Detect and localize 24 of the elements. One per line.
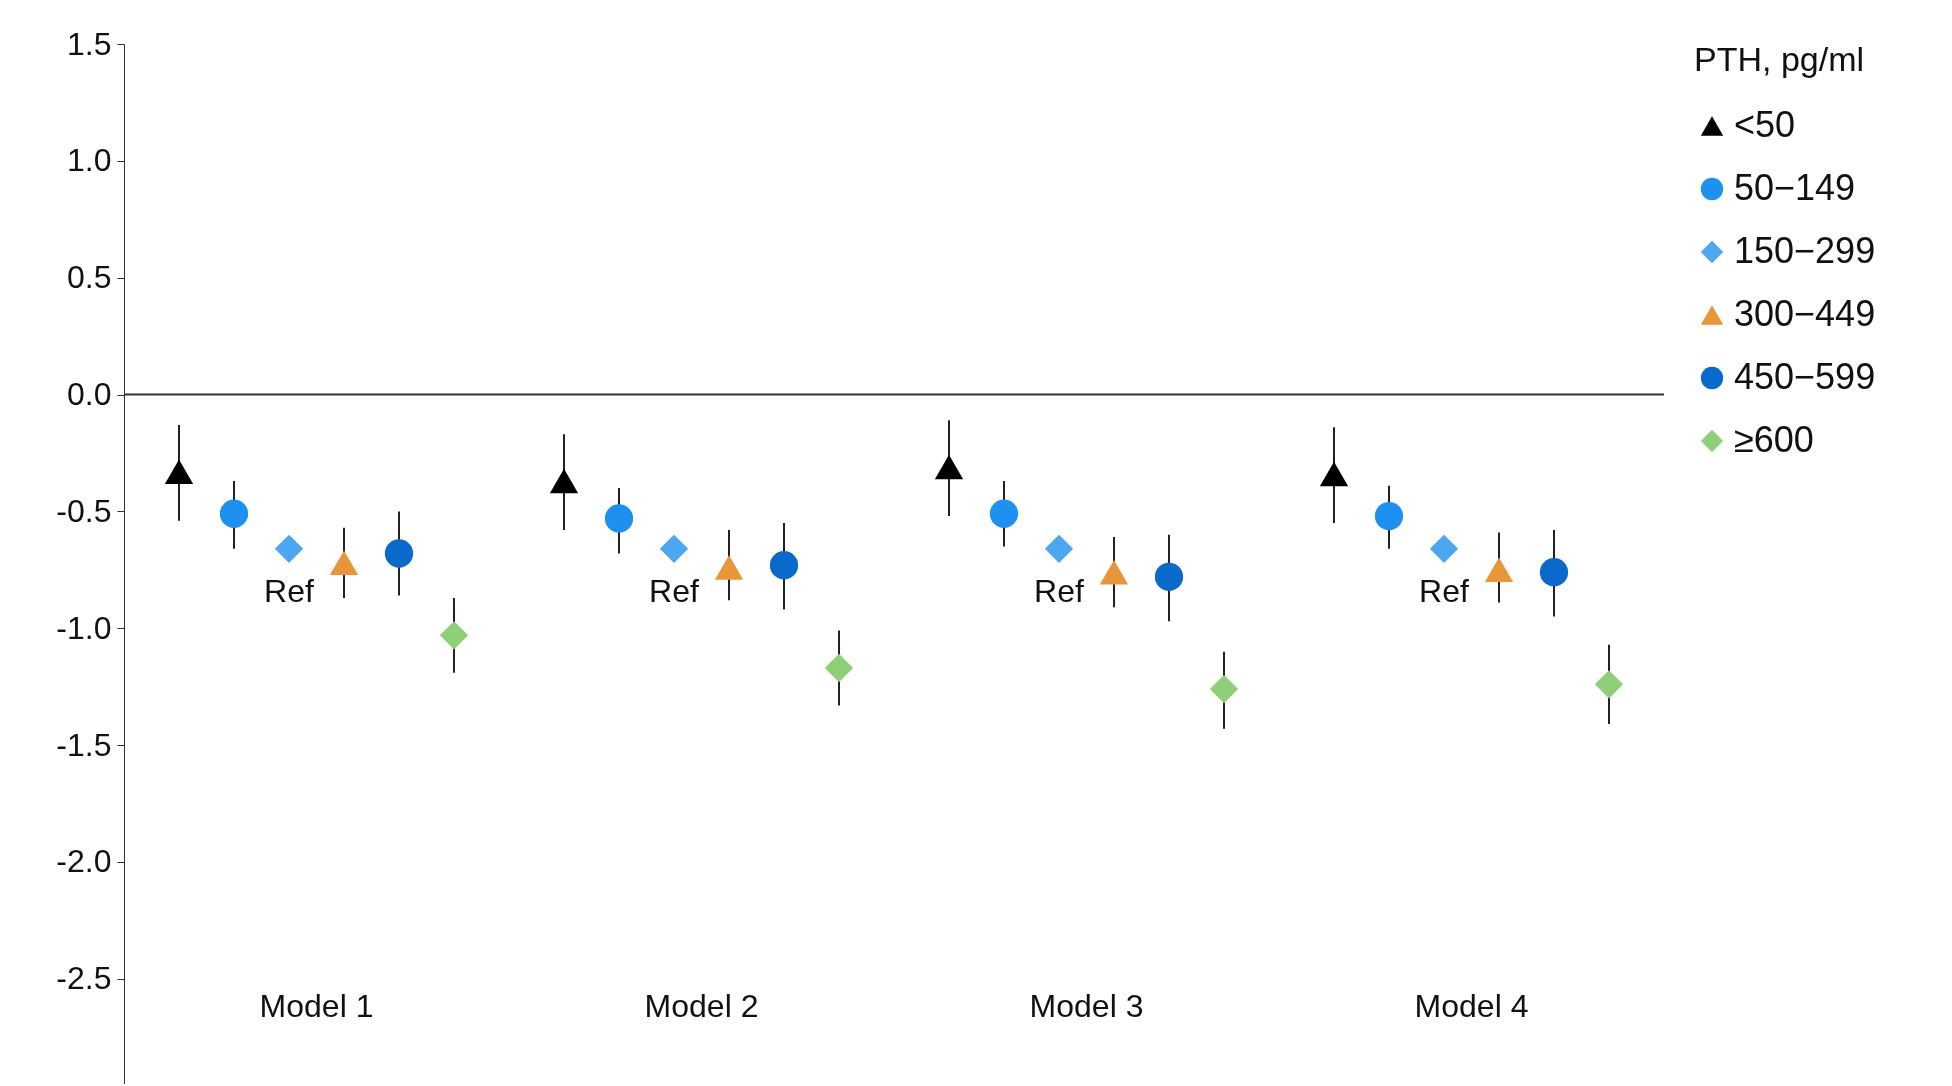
legend-label: 50−149 bbox=[1734, 167, 1856, 208]
y-tick-label: -2.5 bbox=[56, 960, 112, 997]
y-tick-label: -1.0 bbox=[56, 609, 112, 646]
x-tick-label: Model 3 bbox=[1029, 987, 1144, 1024]
legend-label: <50 bbox=[1734, 104, 1796, 145]
legend-label: ≥600 bbox=[1734, 419, 1814, 460]
annotation: Ref bbox=[1034, 572, 1085, 609]
y-tick-label: 1.5 bbox=[67, 25, 112, 62]
legend-label: 300−449 bbox=[1734, 293, 1876, 334]
y-tick-label: 1.0 bbox=[67, 142, 112, 179]
annotation: Ref bbox=[1419, 572, 1470, 609]
y-tick-label: -2.0 bbox=[56, 843, 112, 880]
legend-label: 450−599 bbox=[1734, 356, 1876, 397]
x-tick-label: Model 4 bbox=[1414, 987, 1529, 1024]
y-tick-label: -1.5 bbox=[56, 726, 112, 763]
y-tick-label: -0.5 bbox=[56, 492, 112, 529]
y-tick-label: 0.0 bbox=[67, 376, 112, 413]
y-tick-label: 0.5 bbox=[67, 259, 112, 296]
annotation: Ref bbox=[264, 572, 315, 609]
x-tick-label: Model 1 bbox=[259, 987, 374, 1024]
annotation: Ref bbox=[649, 572, 700, 609]
legend-title: PTH, pg/ml bbox=[1694, 40, 1865, 78]
legend-label: 150−299 bbox=[1734, 230, 1876, 271]
x-tick-label: Model 2 bbox=[644, 987, 759, 1024]
